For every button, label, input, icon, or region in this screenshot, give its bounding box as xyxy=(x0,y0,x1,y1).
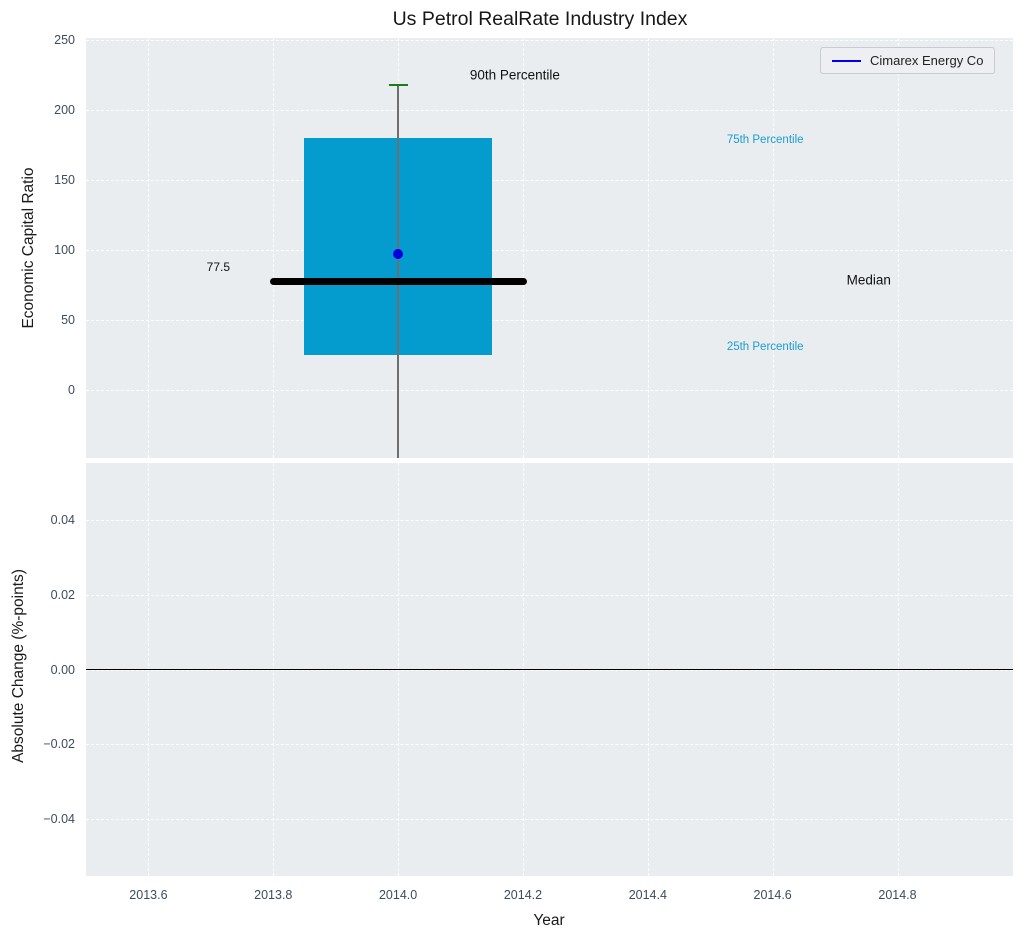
legend: Cimarex Energy Co xyxy=(820,47,996,74)
x-tick-label: 2014.6 xyxy=(753,888,792,902)
whisker-line xyxy=(397,84,399,458)
x-axis-label: Year xyxy=(533,912,565,929)
x-tick-label: 2014.2 xyxy=(503,888,543,902)
bottom-y-tick-label: 0.02 xyxy=(50,587,75,602)
top-y-tick-label: 50 xyxy=(61,313,75,328)
top-subplot-economic-capital-ratio xyxy=(86,38,1013,458)
horizontal-gridline xyxy=(86,594,1013,596)
horizontal-gridline xyxy=(86,390,1013,392)
top-y-tick-label: 100 xyxy=(54,243,75,258)
horizontal-gridline xyxy=(86,744,1013,746)
top-y-tick-label: 0 xyxy=(68,383,75,398)
top-y-tick-label: 200 xyxy=(54,103,75,118)
p90-cap xyxy=(388,83,408,87)
annotation-75th-percentile: 75th Percentile xyxy=(726,133,804,146)
annotation-90th-percentile: 90th Percentile xyxy=(469,67,560,83)
annotation-25th-percentile: 25th Percentile xyxy=(726,340,804,353)
x-tick-label: 2013.8 xyxy=(254,888,293,902)
vertical-gridline xyxy=(647,38,649,458)
company-point xyxy=(393,249,404,260)
top-y-tick-label: 150 xyxy=(54,173,75,188)
horizontal-gridline xyxy=(86,110,1013,112)
zero-line xyxy=(86,668,1013,671)
x-tick-label: 2013.6 xyxy=(129,888,168,902)
median-line xyxy=(269,278,527,286)
annotation-median: Median xyxy=(846,272,891,287)
legend-label: Cimarex Energy Co xyxy=(870,53,984,68)
vertical-gridline xyxy=(897,38,899,458)
bottom-y-tick-label: 0.00 xyxy=(50,662,75,677)
horizontal-gridline xyxy=(86,180,1013,182)
horizontal-gridline xyxy=(86,819,1013,821)
bottom-subplot-absolute-change xyxy=(86,463,1013,876)
vertical-gridline xyxy=(273,38,275,458)
vertical-gridline xyxy=(522,38,524,458)
horizontal-gridline xyxy=(86,250,1013,252)
bottom-y-tick-label: 0.04 xyxy=(50,512,75,527)
horizontal-gridline xyxy=(86,320,1013,322)
vertical-gridline xyxy=(148,38,150,458)
bottom-y-tick-label: −0.04 xyxy=(43,812,75,827)
vertical-gridline xyxy=(772,38,774,458)
horizontal-gridline xyxy=(86,519,1013,521)
chart-title: Us Petrol RealRate Industry Index xyxy=(392,8,688,30)
x-tick-label: 2014.0 xyxy=(378,888,418,902)
annotation-77-5: 77.5 xyxy=(206,259,231,274)
top-y-tick-label: 250 xyxy=(54,33,75,48)
horizontal-gridline xyxy=(86,40,1013,42)
x-tick-label: 2014.8 xyxy=(878,888,917,902)
legend-line-swatch xyxy=(832,59,861,62)
bottom-y-tick-label: −0.02 xyxy=(43,737,75,752)
x-tick-label: 2014.4 xyxy=(628,888,667,902)
